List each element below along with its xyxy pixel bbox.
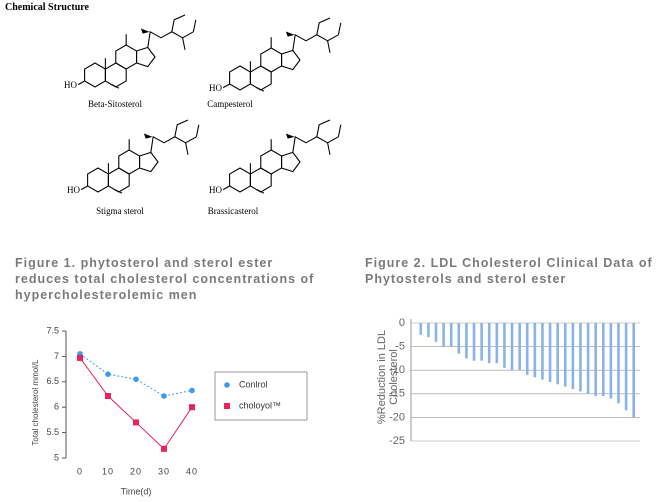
bar [624, 323, 628, 411]
section-title: Chemical Structure [5, 2, 89, 13]
bar [518, 323, 521, 371]
data-point [105, 371, 111, 377]
x-tick-label: 40 [186, 466, 198, 476]
data-point [189, 387, 195, 394]
x-tick-label: 30 [158, 466, 170, 476]
bar [503, 323, 506, 368]
y-tick-label: 7 [54, 351, 59, 361]
structure-name: Beta-Sitosterol [88, 99, 142, 109]
y-tick-label: -15 [389, 388, 405, 400]
y-tick-label: 5 [54, 452, 59, 462]
bar [586, 323, 590, 394]
bar [434, 323, 438, 342]
x-axis-label: Time(d) [121, 486, 152, 496]
bar [541, 323, 544, 380]
y-axis-label: Total cholesterol mmol/L [31, 359, 40, 446]
y-tick-label: 7.5 [46, 325, 59, 335]
structure-drawing [222, 17, 342, 92]
bar [594, 323, 597, 397]
structure-drawing [222, 119, 342, 194]
hydroxyl-label: HO [209, 185, 222, 195]
bar [510, 323, 514, 371]
bar [442, 323, 445, 347]
bar [609, 323, 613, 399]
data-point [105, 393, 111, 400]
bar [495, 323, 499, 364]
structure-drawing [77, 14, 197, 89]
hydroxyl-label: HO [67, 185, 80, 195]
bar [579, 323, 582, 392]
legend-marker [224, 382, 230, 388]
data-point [189, 404, 195, 411]
bar [533, 323, 537, 378]
bar [563, 323, 567, 387]
bar [525, 323, 529, 375]
y-tick-label: 5.5 [46, 427, 59, 437]
data-point [77, 354, 83, 361]
structure-name: Stigma sterol [96, 206, 144, 216]
hydroxyl-label: HO [209, 83, 222, 93]
series-line [79, 357, 193, 450]
y-tick-label: -20 [389, 411, 405, 423]
data-point [161, 445, 167, 452]
bar [480, 323, 483, 361]
bar [571, 323, 575, 390]
bar [457, 323, 461, 354]
bar [465, 323, 468, 359]
figure-caption: Figure 2. LDL Cholesterol Clinical Data … [365, 256, 653, 286]
y-tick-label: 6 [54, 402, 59, 412]
y-tick-label: -5 [395, 341, 405, 353]
bar [472, 323, 476, 361]
data-point [133, 376, 139, 383]
y-tick-label: 0 [399, 317, 405, 329]
structure-drawing [80, 119, 200, 194]
y-tick-label: 6.5 [46, 376, 59, 386]
data-point [133, 419, 139, 426]
x-tick-label: 0 [77, 466, 83, 476]
bar [419, 323, 423, 335]
bar [449, 323, 453, 347]
bar [427, 323, 430, 338]
series-line [79, 353, 193, 397]
bar [487, 323, 491, 364]
x-tick-label: 10 [102, 466, 114, 476]
structure-name: Brassicasterol [208, 206, 259, 216]
legend-marker [224, 403, 230, 409]
bar [632, 323, 635, 418]
bar [556, 323, 559, 385]
legend-box [214, 371, 308, 421]
bar [617, 323, 620, 404]
x-tick-label: 20 [130, 466, 142, 476]
y-tick-label: -10 [389, 364, 405, 376]
y-tick-label: -25 [389, 435, 405, 447]
hydroxyl-label: HO [64, 80, 77, 90]
legend-label: choloyol™ [239, 400, 281, 410]
y-axis-label: %Reduction in LDL Cholesterol [376, 329, 400, 425]
figure-caption: Figure 1. phytosterol and sterol ester r… [15, 256, 315, 302]
bar [601, 323, 605, 397]
data-point [161, 393, 167, 399]
structure-name: Campesterol [207, 99, 253, 109]
bar [548, 323, 552, 382]
legend-label: Conlrol [239, 379, 268, 389]
